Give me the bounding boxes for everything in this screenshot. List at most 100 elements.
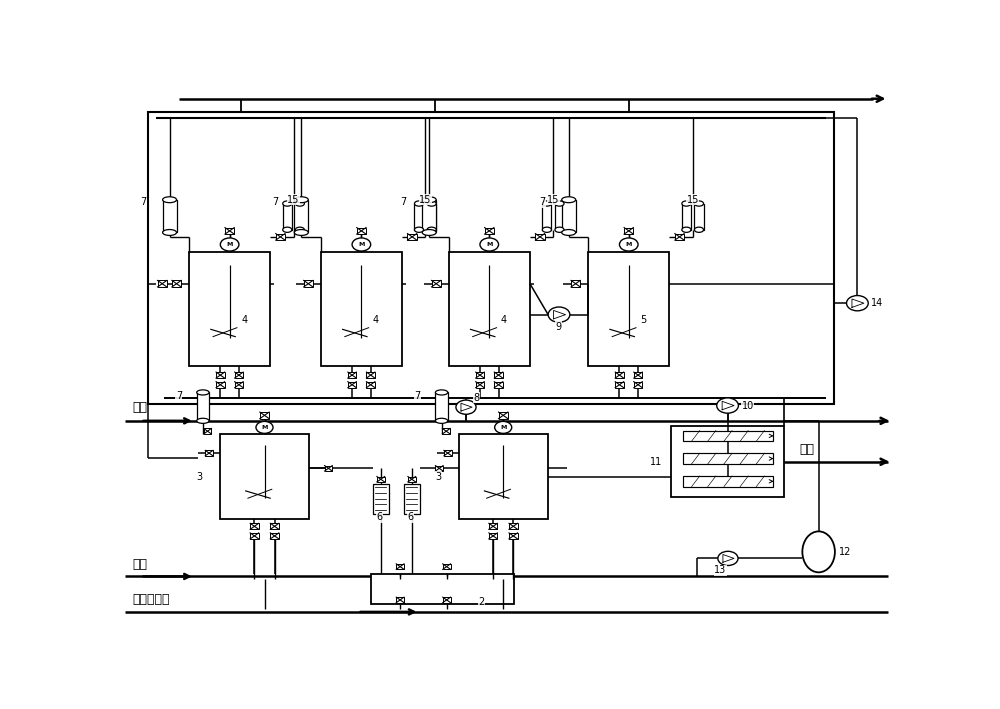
Bar: [624, 228, 633, 234]
Bar: [615, 372, 624, 378]
Ellipse shape: [163, 230, 177, 235]
Text: 12: 12: [839, 547, 851, 557]
Bar: [407, 233, 417, 240]
Text: M: M: [261, 425, 268, 430]
Ellipse shape: [414, 201, 424, 206]
Bar: [443, 597, 450, 603]
Bar: [172, 281, 181, 287]
Bar: [225, 228, 234, 234]
Ellipse shape: [802, 531, 835, 572]
Bar: [404, 484, 420, 513]
Text: 7: 7: [539, 197, 545, 208]
Bar: [634, 381, 642, 388]
Circle shape: [495, 421, 512, 433]
Bar: [499, 412, 508, 418]
Bar: [294, 200, 308, 233]
Ellipse shape: [294, 230, 308, 235]
Bar: [459, 435, 548, 519]
Bar: [235, 381, 243, 388]
Text: 9: 9: [555, 322, 561, 332]
Bar: [683, 430, 773, 441]
Text: 6: 6: [376, 513, 382, 523]
Bar: [216, 372, 225, 378]
Bar: [683, 476, 773, 486]
Ellipse shape: [295, 227, 304, 233]
Bar: [432, 281, 441, 287]
Text: 生物质原料: 生物质原料: [133, 593, 170, 606]
Ellipse shape: [555, 201, 564, 206]
Bar: [562, 200, 576, 233]
Text: 15: 15: [547, 195, 559, 205]
Ellipse shape: [422, 230, 436, 235]
Text: M: M: [358, 242, 365, 247]
Ellipse shape: [435, 418, 448, 423]
Bar: [357, 228, 366, 234]
Ellipse shape: [197, 390, 209, 395]
Bar: [396, 564, 404, 569]
Bar: [442, 428, 450, 434]
Text: 3: 3: [435, 471, 442, 482]
Bar: [270, 523, 279, 530]
Bar: [571, 281, 580, 287]
Bar: [163, 200, 177, 233]
Bar: [444, 450, 452, 456]
Text: 5: 5: [640, 316, 647, 325]
Bar: [216, 381, 225, 388]
Text: 10: 10: [742, 401, 754, 411]
Bar: [694, 203, 704, 230]
Text: 3: 3: [197, 471, 203, 482]
Circle shape: [548, 307, 570, 323]
Text: 6: 6: [407, 513, 413, 523]
Bar: [270, 533, 279, 539]
Bar: [476, 381, 484, 388]
Circle shape: [619, 238, 638, 251]
Text: 水源: 水源: [133, 558, 148, 571]
Ellipse shape: [562, 197, 576, 203]
Text: 4: 4: [241, 316, 247, 325]
Bar: [476, 372, 484, 378]
Bar: [408, 476, 416, 482]
Text: 15: 15: [419, 195, 431, 205]
Bar: [588, 252, 669, 367]
Text: 废渣: 废渣: [799, 443, 814, 457]
Bar: [371, 574, 514, 604]
Bar: [542, 203, 551, 230]
Ellipse shape: [283, 201, 292, 206]
Bar: [366, 372, 375, 378]
Bar: [422, 200, 436, 233]
Ellipse shape: [283, 227, 292, 233]
Ellipse shape: [427, 227, 436, 233]
Ellipse shape: [562, 230, 576, 235]
Bar: [325, 466, 332, 471]
Bar: [509, 533, 518, 539]
Bar: [615, 381, 624, 388]
Bar: [348, 381, 356, 388]
Circle shape: [256, 421, 273, 433]
Text: 7: 7: [140, 197, 146, 208]
Ellipse shape: [682, 201, 691, 206]
Bar: [682, 203, 691, 230]
Bar: [427, 203, 436, 230]
Bar: [373, 484, 388, 513]
Bar: [675, 233, 684, 240]
Bar: [197, 393, 209, 421]
Bar: [205, 450, 213, 456]
Ellipse shape: [542, 227, 551, 233]
Bar: [489, 533, 497, 539]
Ellipse shape: [422, 197, 436, 203]
Ellipse shape: [427, 201, 436, 206]
Bar: [321, 252, 402, 367]
Bar: [220, 435, 309, 519]
Bar: [449, 252, 530, 367]
Bar: [671, 426, 784, 497]
Text: 11: 11: [650, 457, 662, 467]
Ellipse shape: [694, 201, 704, 206]
Bar: [509, 523, 518, 530]
Bar: [250, 523, 259, 530]
Text: M: M: [500, 425, 506, 430]
Text: 8: 8: [474, 393, 480, 403]
Bar: [683, 453, 773, 464]
Text: 7: 7: [400, 197, 406, 208]
Ellipse shape: [435, 390, 448, 395]
Bar: [443, 564, 450, 569]
